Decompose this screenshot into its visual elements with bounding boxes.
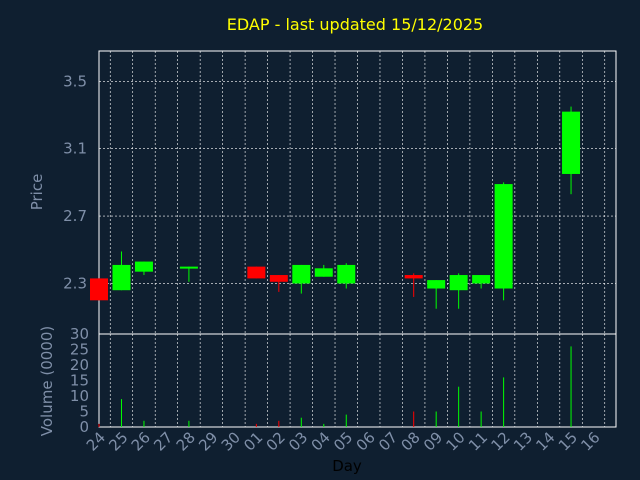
candle-body	[404, 275, 423, 279]
price-axis-label: Price	[28, 174, 46, 211]
x-axis-label: Day	[332, 457, 362, 475]
chart-title: EDAP - last updated 15/12/2025	[227, 15, 483, 34]
candle-body	[269, 275, 288, 282]
candle-body	[472, 275, 491, 284]
candle-body	[337, 264, 356, 284]
grid-lines	[99, 51, 616, 427]
price-tick-label: 3.5	[63, 72, 87, 90]
volume-tick-label: 0	[79, 418, 89, 436]
candle-body	[134, 261, 153, 272]
candle-body	[427, 280, 446, 289]
candle-body	[112, 264, 131, 291]
volume-tick-label: 10	[70, 387, 89, 405]
volume-bars	[98, 346, 572, 427]
volume-tick-label: 15	[70, 372, 89, 390]
volume-tick-label: 20	[70, 356, 89, 374]
candle-body	[292, 264, 311, 284]
candle-body	[494, 184, 513, 289]
candle-body	[247, 266, 266, 279]
price-candles	[90, 106, 581, 309]
price-tick-label: 3.1	[63, 140, 87, 158]
volume-tick-label: 25	[70, 341, 89, 359]
candle-body	[90, 278, 108, 301]
candle-body	[314, 268, 333, 277]
price-tick-label: 2.7	[63, 207, 87, 225]
candle-body	[179, 266, 198, 269]
volume-tick-label: 30	[70, 325, 89, 343]
volume-axis-label: Volume (0000)	[38, 326, 56, 436]
candle-body	[449, 275, 468, 291]
price-tick-label: 2.3	[63, 274, 87, 292]
candle-body	[562, 111, 581, 174]
volume-tick-label: 5	[79, 403, 89, 421]
